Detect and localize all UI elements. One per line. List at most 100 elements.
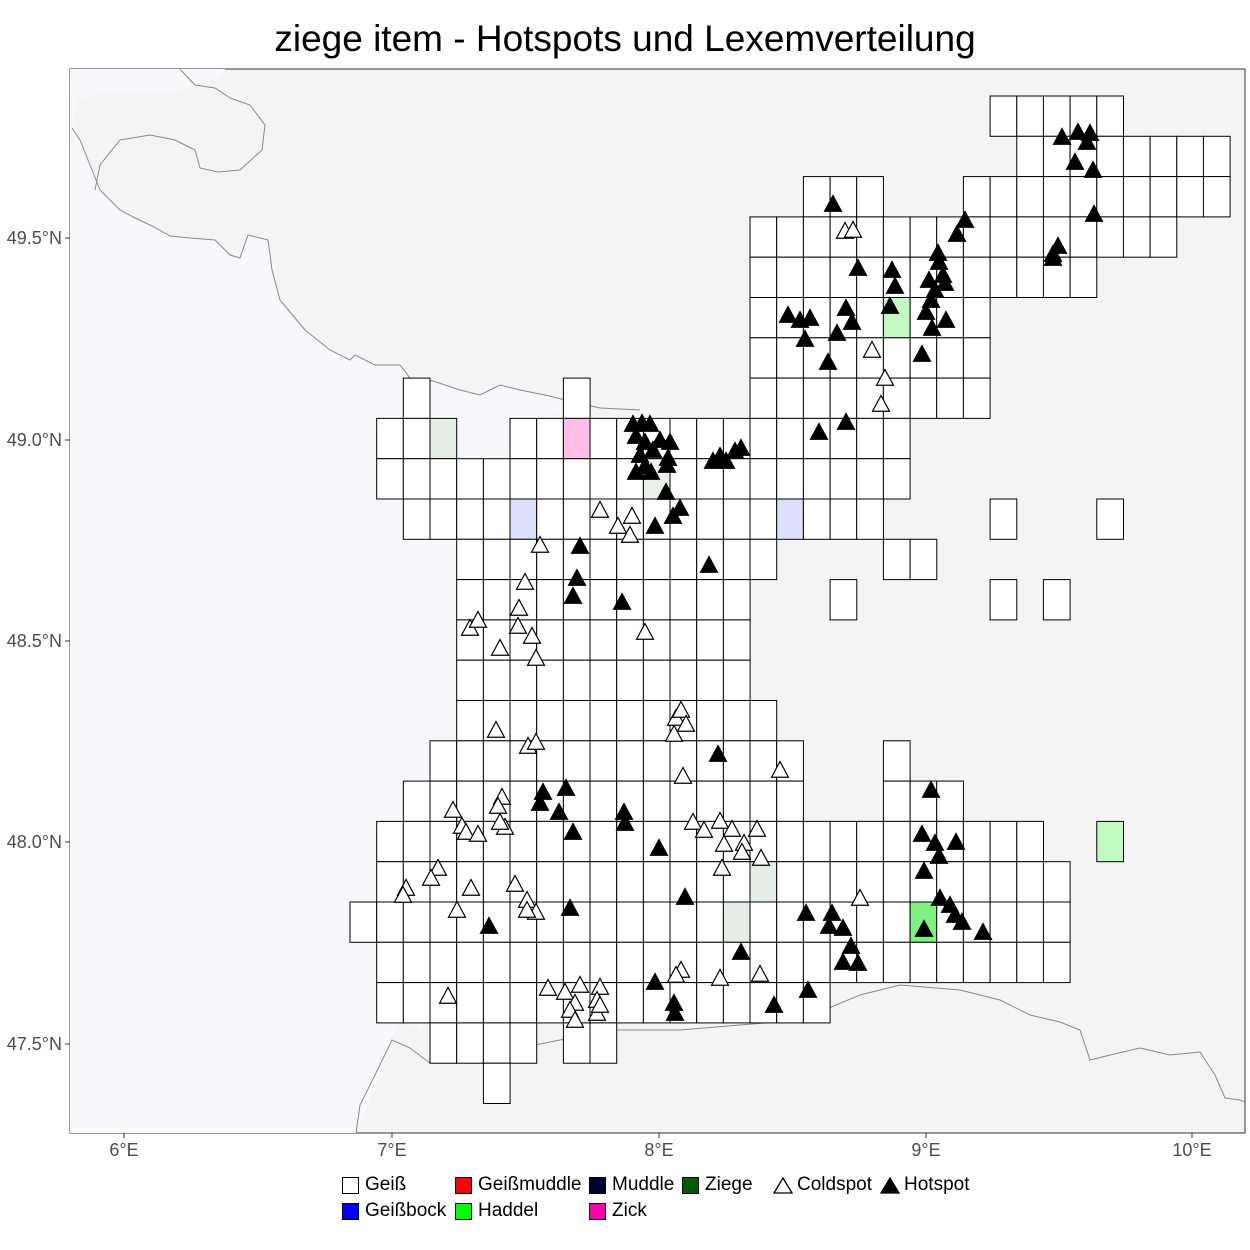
grid-cell [882, 941, 911, 984]
grid-cell [669, 659, 698, 702]
hotspot-marker [946, 832, 966, 850]
grid-cell [402, 498, 431, 540]
legend-item-haddel: Haddel [455, 1198, 538, 1224]
grid-cell [482, 579, 511, 621]
grid-cell [1122, 176, 1151, 218]
grid-cell [776, 216, 804, 258]
grid-cell [616, 740, 644, 782]
hotspot-marker [560, 898, 580, 916]
hotspot-marker [929, 846, 949, 864]
grid-cell [802, 256, 831, 299]
grid-cell [909, 216, 938, 258]
grid-cell [829, 377, 858, 419]
grid-cell [376, 458, 404, 500]
coldspot-marker [590, 977, 610, 995]
grid-cell [456, 982, 484, 1024]
grid-cell [802, 216, 831, 258]
hotspot-marker [563, 586, 583, 604]
coldspot-marker [505, 874, 525, 892]
grid-cell [696, 982, 724, 1024]
grid-cell [562, 941, 591, 984]
grid-cell [829, 337, 858, 379]
grid-cell [989, 861, 1018, 903]
grid-cell [776, 417, 804, 460]
grid-cell [882, 417, 911, 460]
grid-cell [669, 579, 698, 621]
grid-cell [749, 417, 778, 460]
grid-cell [776, 377, 804, 419]
hotspot-marker [731, 942, 751, 960]
grid-cell [1042, 579, 1071, 621]
grid-cell [509, 941, 538, 984]
hotspot-marker [798, 980, 818, 998]
grid-cell [802, 941, 831, 984]
grid-cell [376, 820, 404, 863]
coldspot-marker [710, 811, 730, 829]
coldspot-marker [428, 858, 448, 876]
grid-cell [482, 941, 511, 984]
grid-cell [509, 1022, 538, 1064]
grid-cell [882, 216, 911, 258]
grid-cell [456, 659, 484, 702]
coldspot-marker [456, 822, 476, 840]
grid-cell [1176, 135, 1205, 178]
grid-cell [429, 498, 458, 540]
grid-cell [829, 820, 858, 863]
hotspot-marker [882, 260, 902, 278]
hotspot-marker [796, 903, 816, 921]
coldspot-marker [850, 888, 870, 906]
grid-cell [402, 780, 431, 822]
legend-label-geissmuddle: Geißmuddle [478, 1174, 582, 1195]
grid-cell [402, 377, 431, 419]
coldspot-marker [676, 714, 696, 732]
grid-cell [802, 377, 831, 419]
grid-cell [1042, 901, 1071, 943]
coldspot-marker [722, 819, 742, 837]
coldspot-marker [421, 868, 441, 886]
grid-cell [722, 982, 751, 1024]
legend-label-geissbock: Geißbock [365, 1200, 447, 1221]
grid-cell [802, 498, 831, 540]
y-tick-label: 48.5°N [7, 631, 62, 651]
grid-cell [642, 861, 671, 903]
x-tick-label: 6°E [109, 1140, 138, 1160]
grid-cell [402, 941, 431, 984]
grid-cell [642, 579, 671, 621]
grid-cell [776, 256, 804, 299]
grid-cell [669, 417, 698, 460]
grid-cell [722, 498, 751, 540]
coldspot-marker [447, 900, 467, 918]
grid-cell [509, 417, 538, 460]
grid-cell [642, 538, 671, 581]
grid-cell [429, 740, 458, 782]
hotspot-marker [833, 952, 853, 970]
grid-cell [936, 377, 964, 419]
legend-label-haddel: Haddel [478, 1200, 539, 1221]
hotspot-marker [1077, 132, 1097, 150]
grid-cell [536, 619, 564, 661]
grid-cell [909, 377, 938, 419]
grid-cell [722, 780, 751, 822]
hotspot-marker [925, 833, 945, 851]
coldspot-marker [517, 900, 537, 918]
grid-cell [936, 941, 964, 984]
grid-cell [509, 538, 538, 581]
grid-cell [882, 740, 911, 782]
grid-cell [856, 901, 884, 943]
hotspot-marker [790, 310, 810, 328]
grid-cell [776, 861, 804, 903]
grid-cell [882, 861, 911, 903]
hotspot-marker [626, 426, 646, 444]
grid-cell [429, 458, 458, 500]
grid-cell [536, 579, 564, 621]
coldspot-marker [710, 968, 730, 986]
legend-item-muddle: Muddle [589, 1172, 674, 1198]
hotspot-marker [645, 972, 665, 990]
grid-cell [829, 579, 858, 621]
hotspot-marker [635, 432, 655, 450]
grid-cell [616, 941, 644, 984]
grid-cell [642, 700, 671, 742]
grid-cell [402, 417, 431, 460]
hotspot-marker [656, 482, 676, 500]
coldspot-marker [468, 610, 488, 628]
